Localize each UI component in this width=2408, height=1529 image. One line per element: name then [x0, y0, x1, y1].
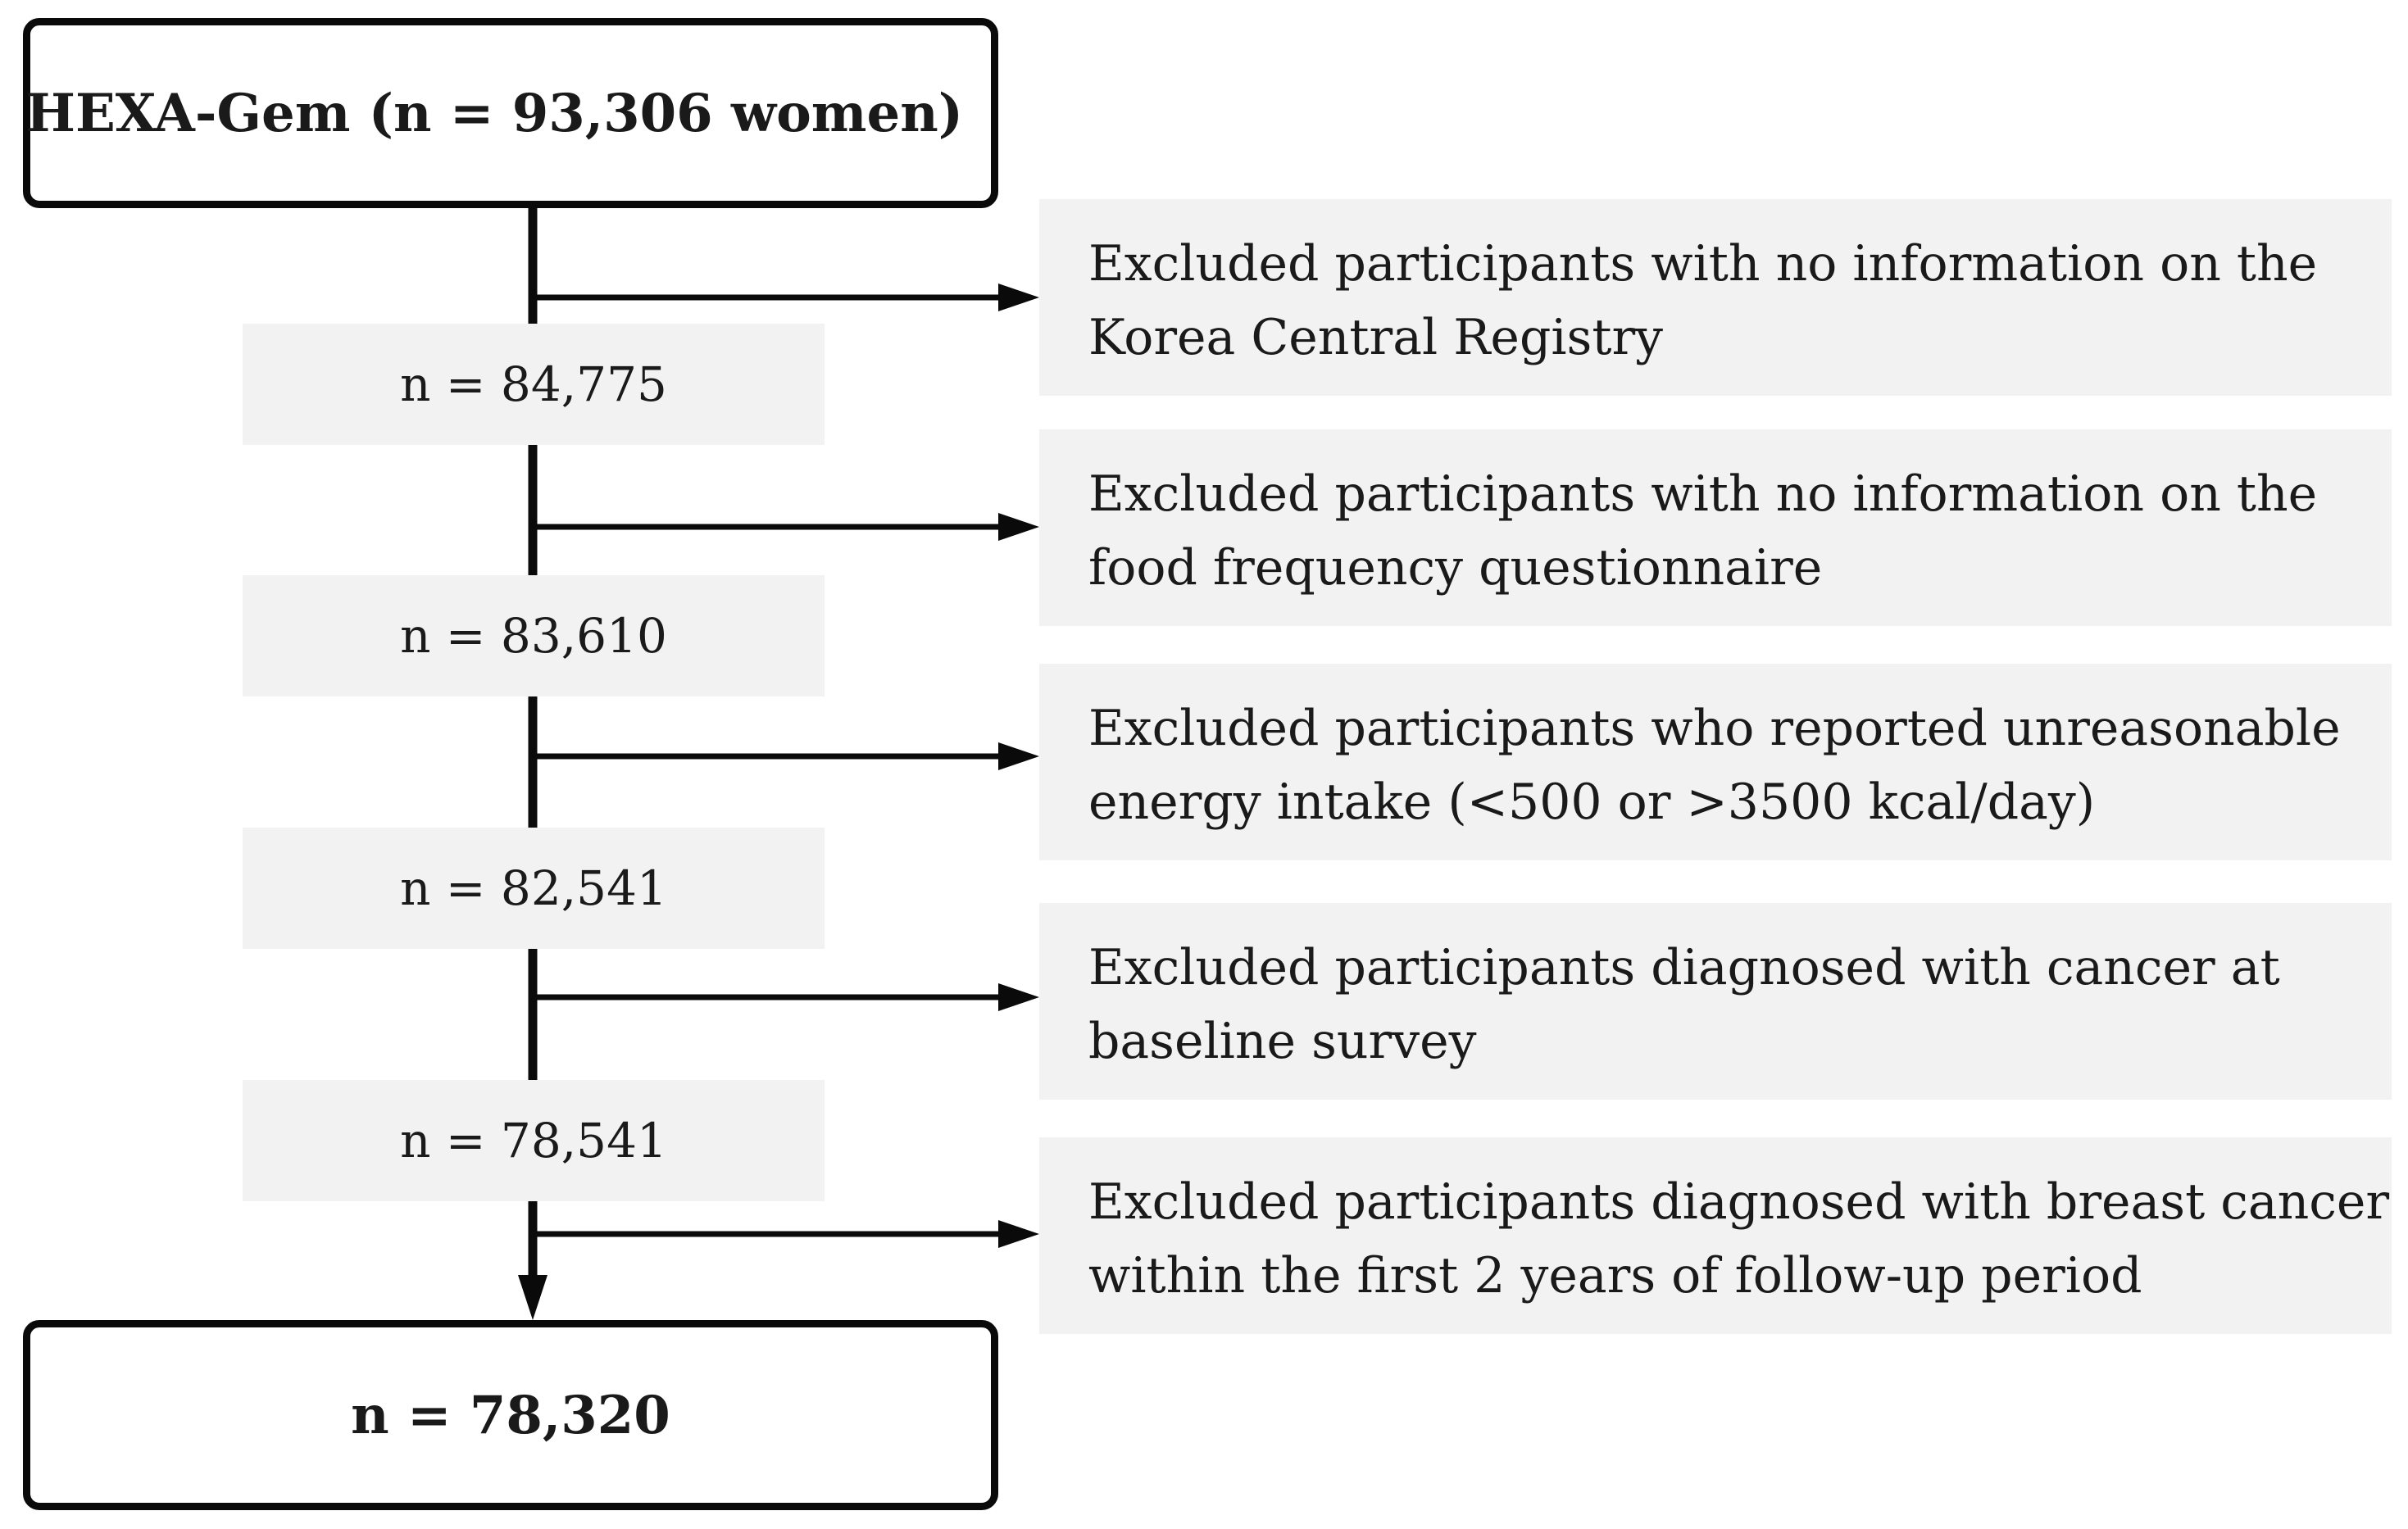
exclusion-2-line-2: food frequency questionnaire	[1088, 539, 1823, 597]
arrowhead-4	[998, 983, 1039, 1011]
arrowhead-5	[998, 1220, 1039, 1248]
count-box-4: n = 78,541	[243, 1080, 825, 1201]
exclusion-box-1: Excluded participants with no informatio…	[1039, 199, 2392, 396]
start-label: HEXA-Gem (n = 93,306 women)	[25, 82, 963, 144]
exclusion-5-line-2: within the first 2 years of follow-up pe…	[1088, 1247, 2142, 1304]
exclusion-3-line-1: Excluded participants who reported unrea…	[1088, 700, 2341, 757]
arrowhead-2	[998, 513, 1039, 541]
count-label-3: n = 82,541	[400, 860, 667, 916]
exclusion-1-line-1: Excluded participants with no informatio…	[1088, 235, 2318, 293]
count-label-4: n = 78,541	[400, 1113, 667, 1168]
exclusion-box-5: Excluded participants diagnosed with bre…	[1039, 1137, 2392, 1334]
exclusion-2-line-1: Excluded participants with no informatio…	[1088, 465, 2318, 523]
count-box-2: n = 83,610	[243, 575, 825, 696]
exclusion-box-4: Excluded participants diagnosed with can…	[1039, 903, 2392, 1100]
count-box-3: n = 82,541	[243, 828, 825, 949]
final-cohort-box: n = 78,320	[23, 1320, 998, 1510]
exclusion-box-3: Excluded participants who reported unrea…	[1039, 664, 2392, 860]
exclusion-1-line-2: Korea Central Registry	[1088, 309, 1664, 366]
count-label-2: n = 83,610	[400, 608, 667, 664]
count-box-1: n = 84,775	[243, 324, 825, 445]
exclusion-4-line-1: Excluded participants diagnosed with can…	[1088, 939, 2280, 996]
arrowhead-1	[998, 284, 1039, 311]
arrowhead-3	[998, 742, 1039, 770]
exclusion-4-line-2: baseline survey	[1088, 1013, 1477, 1070]
final-cohort-label: n = 78,320	[351, 1384, 670, 1446]
arrowhead-bottom	[518, 1275, 547, 1320]
exclusion-box-2: Excluded participants with no informatio…	[1039, 429, 2392, 626]
exclusion-3-line-2: energy intake (<500 or >3500 kcal/day)	[1088, 774, 2096, 831]
count-label-1: n = 84,775	[400, 356, 667, 412]
start-box: HEXA-Gem (n = 93,306 women)	[23, 18, 998, 208]
exclusion-5-line-1: Excluded participants diagnosed with bre…	[1088, 1173, 2390, 1231]
